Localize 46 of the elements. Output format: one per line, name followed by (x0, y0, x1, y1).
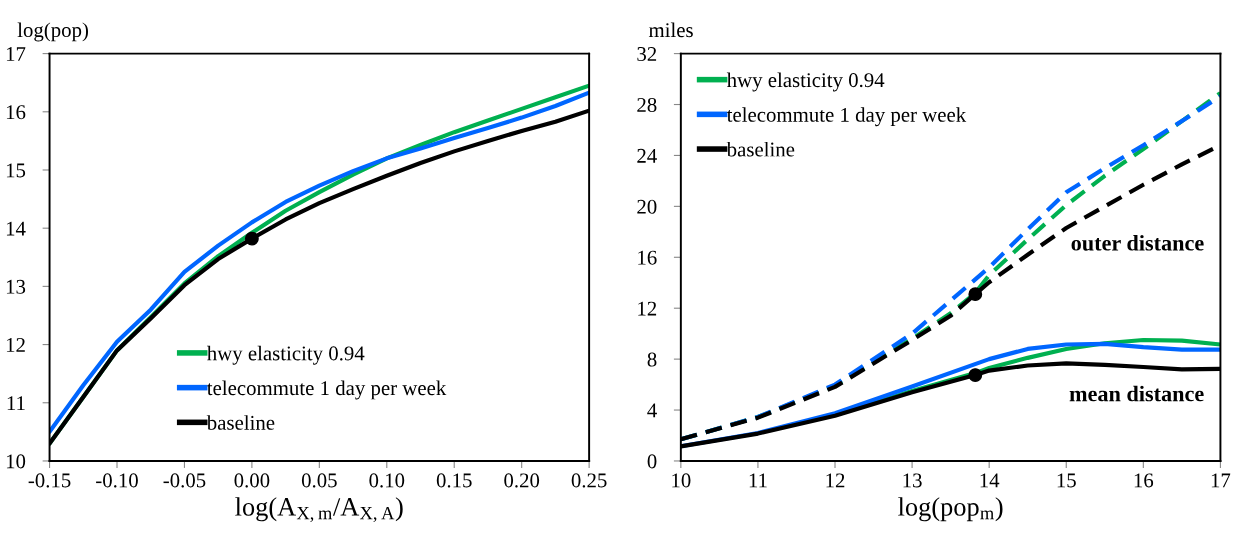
x-tick-label: 14 (980, 473, 1000, 488)
x-tick-label: 10 (672, 473, 691, 488)
y-axis-title: log(pop) (17, 22, 89, 42)
x-tick-label: 11 (749, 473, 767, 488)
y-tick-label: 32 (637, 47, 657, 62)
legend-label: baseline (206, 415, 275, 430)
annotation: mean distance (1069, 385, 1204, 402)
y-tick-label: 28 (637, 97, 657, 112)
legend-label: telecommute 1 day per week (206, 380, 447, 400)
x-tick-label: 0.20 (504, 473, 540, 488)
y-tick-label: 15 (6, 163, 26, 178)
x-tick-label: 0.05 (301, 473, 337, 488)
legend-label: telecommute 1 day per week (726, 107, 967, 127)
x-tick-label: 0.00 (234, 473, 270, 488)
x-tick-label: 15 (1057, 473, 1076, 488)
y-axis-title: miles (648, 22, 693, 38)
x-tick-label: -0.05 (163, 473, 206, 488)
x-axis-title: log(A$_{X,m}$/A$_{X,A}$) (235, 497, 403, 522)
legend-label: baseline (726, 141, 795, 157)
y-tick-label: 13 (6, 279, 26, 294)
x-tick-label: 0.25 (571, 473, 607, 488)
y-tick-label: 12 (638, 301, 657, 316)
y-tick-label: 24 (637, 148, 657, 163)
y-tick-label: 14 (6, 221, 26, 236)
x-tick-label: 17 (1211, 473, 1231, 488)
annotation: outer distance (1071, 234, 1204, 251)
y-tick-label: 4 (647, 403, 657, 418)
x-tick-label: -0.10 (96, 473, 138, 488)
y-tick-label: 10 (6, 454, 26, 469)
x-axis-title: log(pop$_{m}$) (898, 497, 1003, 522)
y-tick-label: 16 (638, 250, 657, 265)
x-tick-label: -0.15 (28, 473, 71, 488)
legend-label: hwy elasticity 0.94 (726, 72, 885, 92)
y-tick-label: 20 (637, 199, 657, 214)
x-tick-label: 0.15 (436, 473, 472, 488)
y-tick-label: 11 (7, 396, 25, 410)
y-tick-label: 8 (647, 352, 657, 367)
x-tick-label: 0.10 (369, 473, 405, 488)
x-tick-label: 16 (1134, 473, 1154, 488)
x-tick-label: 12 (826, 473, 845, 488)
legend-label: hwy elasticity 0.94 (206, 345, 365, 365)
y-tick-label: 17 (6, 47, 26, 61)
y-tick-label: 16 (6, 105, 26, 120)
x-tick-label: 13 (903, 473, 922, 488)
y-tick-label: 0 (647, 454, 657, 469)
y-tick-label: 12 (6, 338, 25, 352)
